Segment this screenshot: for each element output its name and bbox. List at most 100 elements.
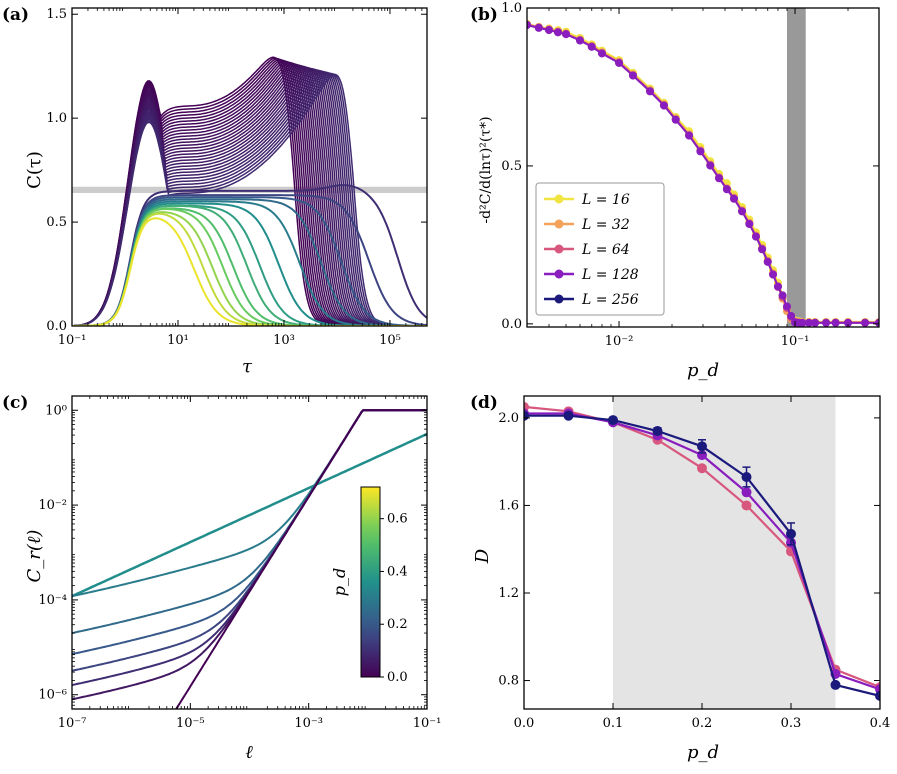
legend-marker xyxy=(554,269,564,279)
panel-a-ytick-label: 1.5 xyxy=(46,7,67,22)
panel-a-ytick-label: 0.5 xyxy=(46,215,67,230)
panel-b: 10⁻² 10⁻¹ 0.0 0.5 1.0 p_d -d²C/d(lnτ)²(τ*) L… xyxy=(478,1,880,381)
legend-marker xyxy=(554,244,564,254)
panel-d-point xyxy=(741,487,752,498)
panel-d-point xyxy=(652,426,663,437)
legend-frame xyxy=(535,182,665,316)
panel-b-point xyxy=(769,270,778,279)
panel-d-xtick-label: 0.4 xyxy=(870,716,891,731)
panel-b-point xyxy=(615,58,624,67)
panel-b-legend: L = 16 L = 32 L = 64 L = 128 L = 256 xyxy=(535,182,665,316)
legend-label: L = 256 xyxy=(581,292,639,308)
panel-d-point xyxy=(830,679,841,690)
panel-d-xtick-label: 0.2 xyxy=(692,716,713,731)
panel-b-point xyxy=(534,23,543,32)
legend-marker xyxy=(554,294,564,304)
panel-b-frame xyxy=(526,7,880,328)
panel-b-point xyxy=(798,318,807,327)
panel-c-xlabel: ℓ xyxy=(245,742,253,763)
colorbar-tick-label: 0.4 xyxy=(387,564,408,579)
panel-a-curve xyxy=(72,73,427,326)
panel-b-ytick-label: 0.0 xyxy=(501,317,522,332)
panel-d-xtick-label: 0.0 xyxy=(514,716,535,731)
panel-b-point xyxy=(597,49,606,58)
panel-c-lines xyxy=(72,409,427,709)
legend-label: L = 32 xyxy=(581,217,630,233)
panel-a-curve xyxy=(72,217,427,326)
panel-d-point xyxy=(697,463,707,474)
panel-b-point xyxy=(758,245,767,254)
legend-marker xyxy=(554,219,564,229)
legend-label: L = 64 xyxy=(581,242,630,258)
panel-d-ylabel: D xyxy=(472,548,493,564)
panel-b-point xyxy=(745,220,754,229)
colorbar-bar xyxy=(360,486,381,678)
panel-d-shade xyxy=(613,396,836,709)
panel-d-ytick-label: 1.2 xyxy=(498,586,519,601)
panel-b-xlabel: p_d xyxy=(687,360,719,381)
colorbar-tick-label: 0.2 xyxy=(387,617,408,632)
panel-b-point xyxy=(787,311,796,320)
panel-a-band xyxy=(72,186,427,193)
panel-b-point xyxy=(685,131,694,140)
panel-b-point xyxy=(527,21,531,30)
panel-a-frame xyxy=(71,7,428,327)
panel-c-ytick-label: 10⁰ xyxy=(45,403,67,418)
panel-a-ytick-label: 0.0 xyxy=(46,319,67,334)
panel-d-point xyxy=(741,471,752,482)
panel-b-plot-area: 10⁻² 10⁻¹ 0.0 0.5 1.0 xyxy=(501,1,880,349)
panel-label-a: (a) xyxy=(2,5,29,25)
panel-b-xtick-label: 10⁻¹ xyxy=(781,334,810,349)
panel-a-curve xyxy=(72,207,427,326)
panel-a-curve xyxy=(72,211,427,326)
panel-a-curve xyxy=(72,208,427,326)
panel-b-ytick-label: 0.5 xyxy=(501,159,522,174)
panel-c-ylabel: C_r(ℓ) xyxy=(24,530,45,583)
panel-b-point xyxy=(706,161,715,170)
panel-d-xtick-label: 0.1 xyxy=(603,716,624,731)
panel-b-point xyxy=(575,36,584,45)
panel-d-ytick-label: 0.8 xyxy=(498,674,519,689)
panel-b-point xyxy=(763,257,772,266)
panel-label-b: (b) xyxy=(470,5,498,25)
panel-b-point xyxy=(553,28,562,37)
panel-d-point xyxy=(608,415,618,426)
panel-b-lines xyxy=(527,19,879,327)
panel-label-d: (d) xyxy=(470,393,498,413)
panel-d-plot-area: 0.0 0.1 0.2 0.3 0.4 0.8 1.2 1.6 2.0 xyxy=(498,395,891,731)
panel-b-point xyxy=(751,232,760,241)
panel-b-point xyxy=(729,194,738,203)
panel-b-point xyxy=(831,318,840,327)
legend-label: L = 16 xyxy=(581,192,630,208)
panel-a-xtick-label: 10⁵ xyxy=(379,333,401,348)
panel-label-c: (c) xyxy=(2,393,28,413)
panel-b-point xyxy=(646,87,655,96)
panel-d: 0.0 0.1 0.2 0.3 0.4 0.8 1.2 1.6 2.0 p_d D xyxy=(472,395,891,763)
panel-b-point xyxy=(778,291,787,300)
panel-c-curve xyxy=(175,409,427,709)
panel-b-point xyxy=(628,71,637,80)
panel-c-ytick-label: 10⁻⁶ xyxy=(38,688,67,703)
panel-c-xtick-label: 10⁻⁵ xyxy=(176,716,205,731)
panel-d-point xyxy=(697,441,707,452)
panel-d-lines xyxy=(524,401,880,701)
panel-b-point xyxy=(782,302,791,311)
panel-a-xlabel: τ xyxy=(242,356,253,377)
panel-b-point xyxy=(587,42,596,51)
panel-b-point xyxy=(822,318,831,327)
panel-b-point xyxy=(773,282,782,291)
panel-d-point xyxy=(741,500,752,511)
panel-c-frame xyxy=(71,395,428,710)
legend-marker xyxy=(554,194,564,204)
panel-c: 10⁻⁷ 10⁻⁵ 10⁻³ 10⁻¹ 10⁻⁶ 10⁻⁴ 10⁻² 10⁰ ℓ C_r(ℓ)… xyxy=(24,395,441,763)
panel-a: 10⁻¹ 10¹ 10³ 10⁵ 0.0 0.5 1.0 1.5 τ C(τ) xyxy=(24,7,428,377)
panel-d-ytick-label: 1.6 xyxy=(498,498,519,513)
panel-a-xtick-label: 10⁻¹ xyxy=(58,333,87,348)
panel-b-point xyxy=(722,185,731,194)
panel-a-ylabel: C(τ) xyxy=(24,151,45,189)
panel-b-point xyxy=(696,147,705,156)
panel-a-xtick-label: 10¹ xyxy=(167,333,189,348)
panel-d-xlabel: p_d xyxy=(687,742,719,763)
panel-b-ytick-label: 1.0 xyxy=(501,1,522,16)
